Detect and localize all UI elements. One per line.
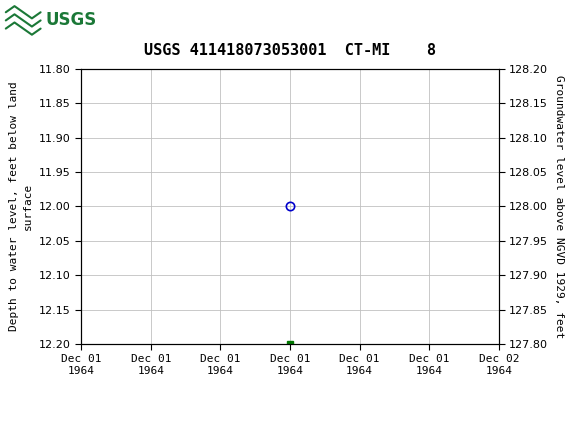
FancyBboxPatch shape [3, 2, 78, 39]
Y-axis label: Depth to water level, feet below land
surface: Depth to water level, feet below land su… [9, 82, 34, 331]
Text: USGS 411418073053001  CT-MI    8: USGS 411418073053001 CT-MI 8 [144, 43, 436, 58]
Text: USGS: USGS [45, 12, 96, 29]
Y-axis label: Groundwater level above NGVD 1929, feet: Groundwater level above NGVD 1929, feet [554, 75, 564, 338]
Legend: Period of approved data: Period of approved data [184, 427, 396, 430]
